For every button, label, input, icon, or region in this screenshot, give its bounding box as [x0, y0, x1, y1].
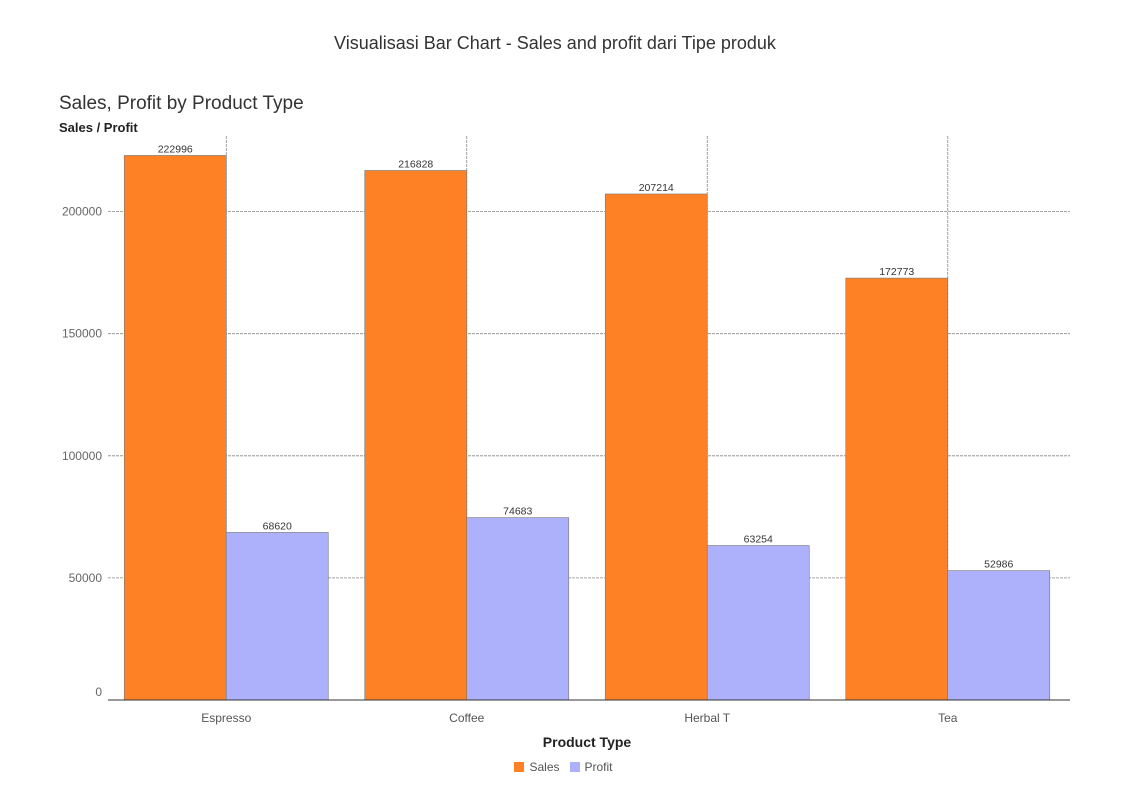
y-tick-label: 0: [95, 685, 102, 699]
legend-label-profit: Profit: [584, 760, 613, 774]
bar-sales-herbal-t: [604, 193, 708, 701]
data-label: 172773: [879, 266, 914, 278]
legend-swatch-profit: [569, 762, 580, 772]
x-tick-label: Coffee: [449, 711, 484, 725]
legend-label-sales: Sales: [529, 760, 560, 774]
data-label: 207214: [639, 182, 674, 194]
bar-sales-tea: [845, 277, 949, 701]
y-tick-label: 50000: [69, 571, 103, 585]
x-tick-label: Espresso: [201, 711, 251, 725]
bar-sales-espresso: [123, 155, 227, 701]
x-tick-label: Herbal T: [684, 711, 730, 725]
y-tick-label: 150000: [62, 327, 102, 341]
x-tick-label: Tea: [938, 711, 958, 725]
bar-profit-espresso: [225, 532, 329, 701]
data-label: 63254: [744, 534, 773, 546]
chart-title: Sales, Profit by Product Type: [59, 93, 304, 114]
data-label: 74683: [503, 506, 532, 518]
data-label: 52986: [984, 559, 1013, 571]
y-axis-label: Sales / Profit: [59, 120, 138, 135]
bar-sales-coffee: [364, 170, 468, 701]
x-axis-label: Product Type: [543, 734, 632, 750]
legend-item-sales[interactable]: Sales: [514, 760, 560, 774]
data-label: 222996: [158, 143, 193, 155]
y-tick-label: 100000: [62, 449, 102, 463]
bar-profit-herbal-t: [706, 545, 810, 701]
data-label: 68620: [263, 520, 292, 532]
legend-swatch-sales: [514, 762, 525, 772]
y-tick-label: 200000: [62, 205, 102, 219]
data-label: 216828: [398, 159, 433, 171]
page-title: Visualisasi Bar Chart - Sales and profit…: [334, 33, 776, 53]
bar-profit-tea: [947, 570, 1051, 701]
legend: Sales Profit: [0, 760, 1127, 774]
legend-item-profit[interactable]: Profit: [569, 760, 613, 774]
bar-profit-coffee: [466, 517, 570, 701]
